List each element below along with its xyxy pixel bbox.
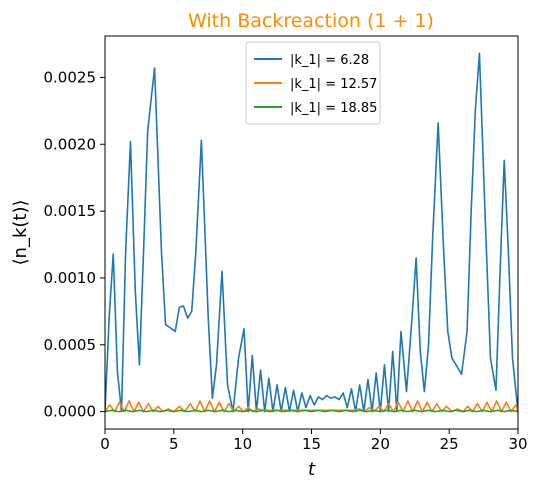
- x-tick-label: 25: [440, 435, 459, 453]
- x-axis-label: t: [308, 459, 316, 480]
- series-line-1: [105, 52, 518, 413]
- x-tick-label: 30: [508, 435, 527, 453]
- y-tick-label: 0.0000: [44, 403, 97, 421]
- y-tick-label: 0.0010: [44, 269, 97, 287]
- chart-title: With Backreaction (1 + 1): [188, 10, 434, 32]
- x-tick-label: 0: [100, 435, 110, 453]
- x-tick-label: 5: [169, 435, 179, 453]
- legend-label-2: |k_1| = 12.57: [290, 77, 377, 92]
- legend-label-1: |k_1| = 6.28: [290, 53, 369, 68]
- y-tick-label: 0.0020: [44, 135, 97, 153]
- y-tick-label: 0.0015: [44, 202, 97, 220]
- x-tick-label: 15: [302, 435, 321, 453]
- series-lines: [105, 52, 518, 413]
- x-tick-label: 20: [371, 435, 390, 453]
- legend: |k_1| = 6.28 |k_1| = 12.57 |k_1| = 18.85: [245, 41, 381, 125]
- legend-label-3: |k_1| = 18.85: [290, 101, 377, 116]
- y-tick-label: 0.0005: [44, 336, 97, 354]
- plot-area: 0 5 10 15 20 25 30 0.0000 0.0005 0.0010 0.0015 0.00…: [10, 35, 528, 480]
- y-axis-label: ⟨n_k(t)⟩: [10, 200, 31, 266]
- x-tick-label: 10: [233, 435, 252, 453]
- series-line-3: [105, 409, 518, 413]
- y-tick-label: 0.0025: [44, 68, 97, 86]
- legend-box: [245, 41, 381, 125]
